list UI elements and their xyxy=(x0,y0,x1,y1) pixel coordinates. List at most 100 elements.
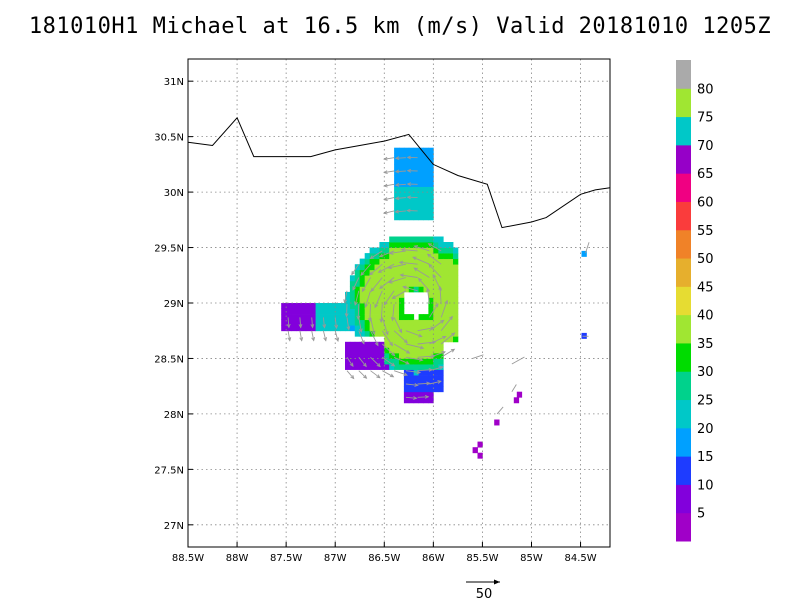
wind-cell xyxy=(413,236,420,243)
wind-vector xyxy=(585,242,590,254)
wind-cell xyxy=(418,352,424,359)
wind-cell xyxy=(349,341,356,348)
wind-cell xyxy=(403,208,410,215)
wind-cell xyxy=(443,253,449,260)
wind-vector-head xyxy=(442,335,447,340)
wind-cell xyxy=(384,358,390,365)
wind-cell xyxy=(305,308,312,315)
wind-vector xyxy=(393,356,410,365)
wind-cell xyxy=(330,319,336,326)
wind-cell xyxy=(394,341,400,348)
wind-cell xyxy=(374,253,380,260)
wind-cell xyxy=(359,325,366,332)
wind-vector xyxy=(405,396,417,399)
wind-vector-head xyxy=(405,360,410,365)
wind-cell xyxy=(384,242,390,248)
wind-cell xyxy=(389,352,395,359)
wind-cell xyxy=(394,352,400,359)
wind-cell xyxy=(394,242,400,248)
wind-vector-head xyxy=(399,273,404,278)
wind-cell xyxy=(394,197,400,204)
wind-cell xyxy=(423,247,429,254)
wind-cell xyxy=(433,269,439,276)
wind-cell xyxy=(399,197,405,204)
wind-vector-head xyxy=(419,345,425,350)
wind-vector xyxy=(395,157,406,159)
wind-vector-head xyxy=(323,337,327,342)
wind-vector-head xyxy=(376,363,381,368)
wind-cell xyxy=(369,341,375,348)
wind-cell xyxy=(418,280,424,287)
wind-cell xyxy=(433,319,439,326)
wind-cell xyxy=(349,314,356,321)
wind-cell xyxy=(389,236,395,243)
wind-vector-head xyxy=(299,337,304,342)
wind-vector-head xyxy=(398,260,404,265)
wind-cell xyxy=(325,308,331,315)
wind-cell xyxy=(438,303,444,309)
wind-vector-head xyxy=(389,341,393,347)
wind-cell xyxy=(394,291,400,298)
wind-cell xyxy=(428,375,434,382)
wind-vector-head xyxy=(438,285,443,290)
colorbar-label: 45 xyxy=(697,280,714,295)
wind-cell xyxy=(448,264,454,271)
wind-cell xyxy=(374,297,380,304)
lat-tick-label: 28N xyxy=(164,410,184,421)
wind-cell xyxy=(354,286,361,293)
wind-cell xyxy=(408,391,415,398)
wind-cell xyxy=(448,336,454,343)
wind-vector xyxy=(364,290,371,308)
wind-cell xyxy=(453,319,459,326)
wind-vector xyxy=(346,317,350,330)
wind-vector xyxy=(429,303,439,318)
wind-cell xyxy=(428,175,434,182)
wind-vector-head xyxy=(388,251,394,255)
wind-vector xyxy=(511,356,525,365)
wind-cell xyxy=(443,325,449,332)
wind-cell xyxy=(340,325,346,332)
wind-vector xyxy=(384,197,395,201)
wind-vector-head xyxy=(427,243,433,247)
wind-cell xyxy=(369,247,375,254)
wind-cell xyxy=(428,258,434,265)
wind-cell xyxy=(394,303,400,309)
wind-cell xyxy=(408,258,415,265)
wind-vector-head xyxy=(367,318,372,323)
wind-cell xyxy=(379,286,385,293)
wind-cell xyxy=(418,397,424,404)
wind-cell xyxy=(369,364,375,370)
wind-cell xyxy=(443,308,449,315)
wind-cell xyxy=(315,314,321,321)
wind-cell xyxy=(364,308,371,315)
wind-vector-head xyxy=(383,183,388,188)
wind-cell xyxy=(413,147,420,154)
wind-cell xyxy=(345,358,351,365)
wind-cell xyxy=(394,158,400,165)
wind-cell xyxy=(423,164,429,171)
wind-vector xyxy=(392,290,407,299)
wind-cell xyxy=(418,364,424,370)
wind-cell xyxy=(359,364,366,370)
wind-cell xyxy=(423,264,429,271)
wind-cell xyxy=(399,325,405,332)
wind-cell xyxy=(408,375,415,382)
wind-cell xyxy=(389,364,395,370)
wind-vector xyxy=(334,330,339,342)
wind-cell xyxy=(408,386,415,393)
wind-cell xyxy=(516,391,523,398)
wind-cell xyxy=(408,164,415,171)
wind-cell xyxy=(379,330,385,337)
wind-cell xyxy=(359,341,366,348)
wind-vector-head xyxy=(400,247,405,252)
wind-cell xyxy=(403,386,410,393)
wind-cell xyxy=(581,250,587,257)
wind-cell xyxy=(448,308,454,315)
wind-vector-head xyxy=(449,315,453,321)
wind-cell xyxy=(413,375,420,382)
wind-vector xyxy=(393,343,410,354)
wind-cell xyxy=(394,336,400,343)
wind-cell xyxy=(448,275,454,282)
wind-cell xyxy=(399,303,405,309)
wind-cell xyxy=(389,358,395,365)
